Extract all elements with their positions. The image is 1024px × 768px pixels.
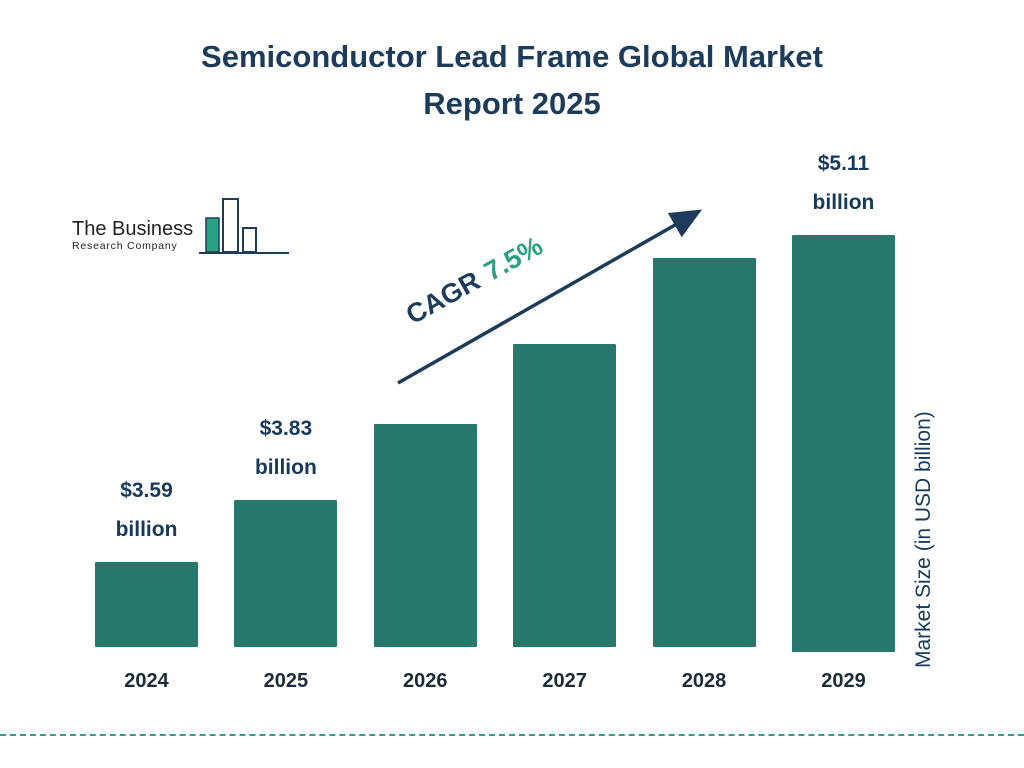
bar-value-unit: billion <box>115 518 178 542</box>
chart-area: $3.59 billion 2024 $3.83 billion 2025 2026 2027… <box>95 145 895 693</box>
x-axis-label-2027: 2027 <box>542 670 587 692</box>
bar-value-amount: $5.11 <box>817 152 870 175</box>
bar-column-2027: 2027 <box>513 145 617 693</box>
bar-value-unit: billion <box>254 456 317 480</box>
company-logo: The Business Research Company <box>72 196 291 258</box>
bar-2025 <box>234 500 338 647</box>
bar-2027 <box>513 344 617 647</box>
bar-column-2029: $5.11 billion 2029 <box>791 145 895 693</box>
bar-column-2028: 2028 <box>652 145 756 693</box>
bar-column-2024: $3.59 billion 2024 <box>95 145 198 693</box>
page-title-line1: Semiconductor Lead Frame Global Market <box>201 39 823 74</box>
bar-value-label-2024: $3.59 billion <box>116 472 178 550</box>
bars-row: $3.59 billion 2024 $3.83 billion 2025 2026 2027… <box>95 145 895 693</box>
company-logo-text: The Business Research Company <box>72 218 193 258</box>
bar-column-2025: $3.83 billion 2025 <box>234 145 338 693</box>
company-logo-name: The Business <box>72 218 194 240</box>
bar-value-label-2025: $3.83 billion <box>255 410 317 488</box>
bar-value-amount: $3.83 <box>259 417 313 441</box>
bar-value-unit: billion <box>812 190 875 214</box>
bar-chart-logo-icon <box>199 198 290 254</box>
bar-column-2026: 2026 <box>373 145 477 693</box>
x-axis-label-2024: 2024 <box>124 670 169 692</box>
bar-value-amount: $3.59 <box>120 479 173 503</box>
bottom-dashed-divider <box>0 734 1024 736</box>
bar-2028 <box>652 258 756 647</box>
bar-2029 <box>791 234 895 652</box>
y-axis-label: Market Size (in USD billion) <box>912 411 935 668</box>
x-axis-label-2026: 2026 <box>403 670 448 692</box>
x-axis-label-2025: 2025 <box>263 670 309 692</box>
x-axis-label-2029: 2029 <box>821 670 866 692</box>
bar-value-label-2029: $5.11 billion <box>813 145 875 223</box>
bar-2024 <box>95 562 198 647</box>
bar-2026 <box>373 424 477 647</box>
page-title: Semiconductor Lead Frame Global Market R… <box>0 34 1024 127</box>
page-title-line2: Report 2025 <box>423 85 601 121</box>
company-logo-subname: Research Company <box>72 240 178 252</box>
x-axis-label-2028: 2028 <box>681 670 727 692</box>
